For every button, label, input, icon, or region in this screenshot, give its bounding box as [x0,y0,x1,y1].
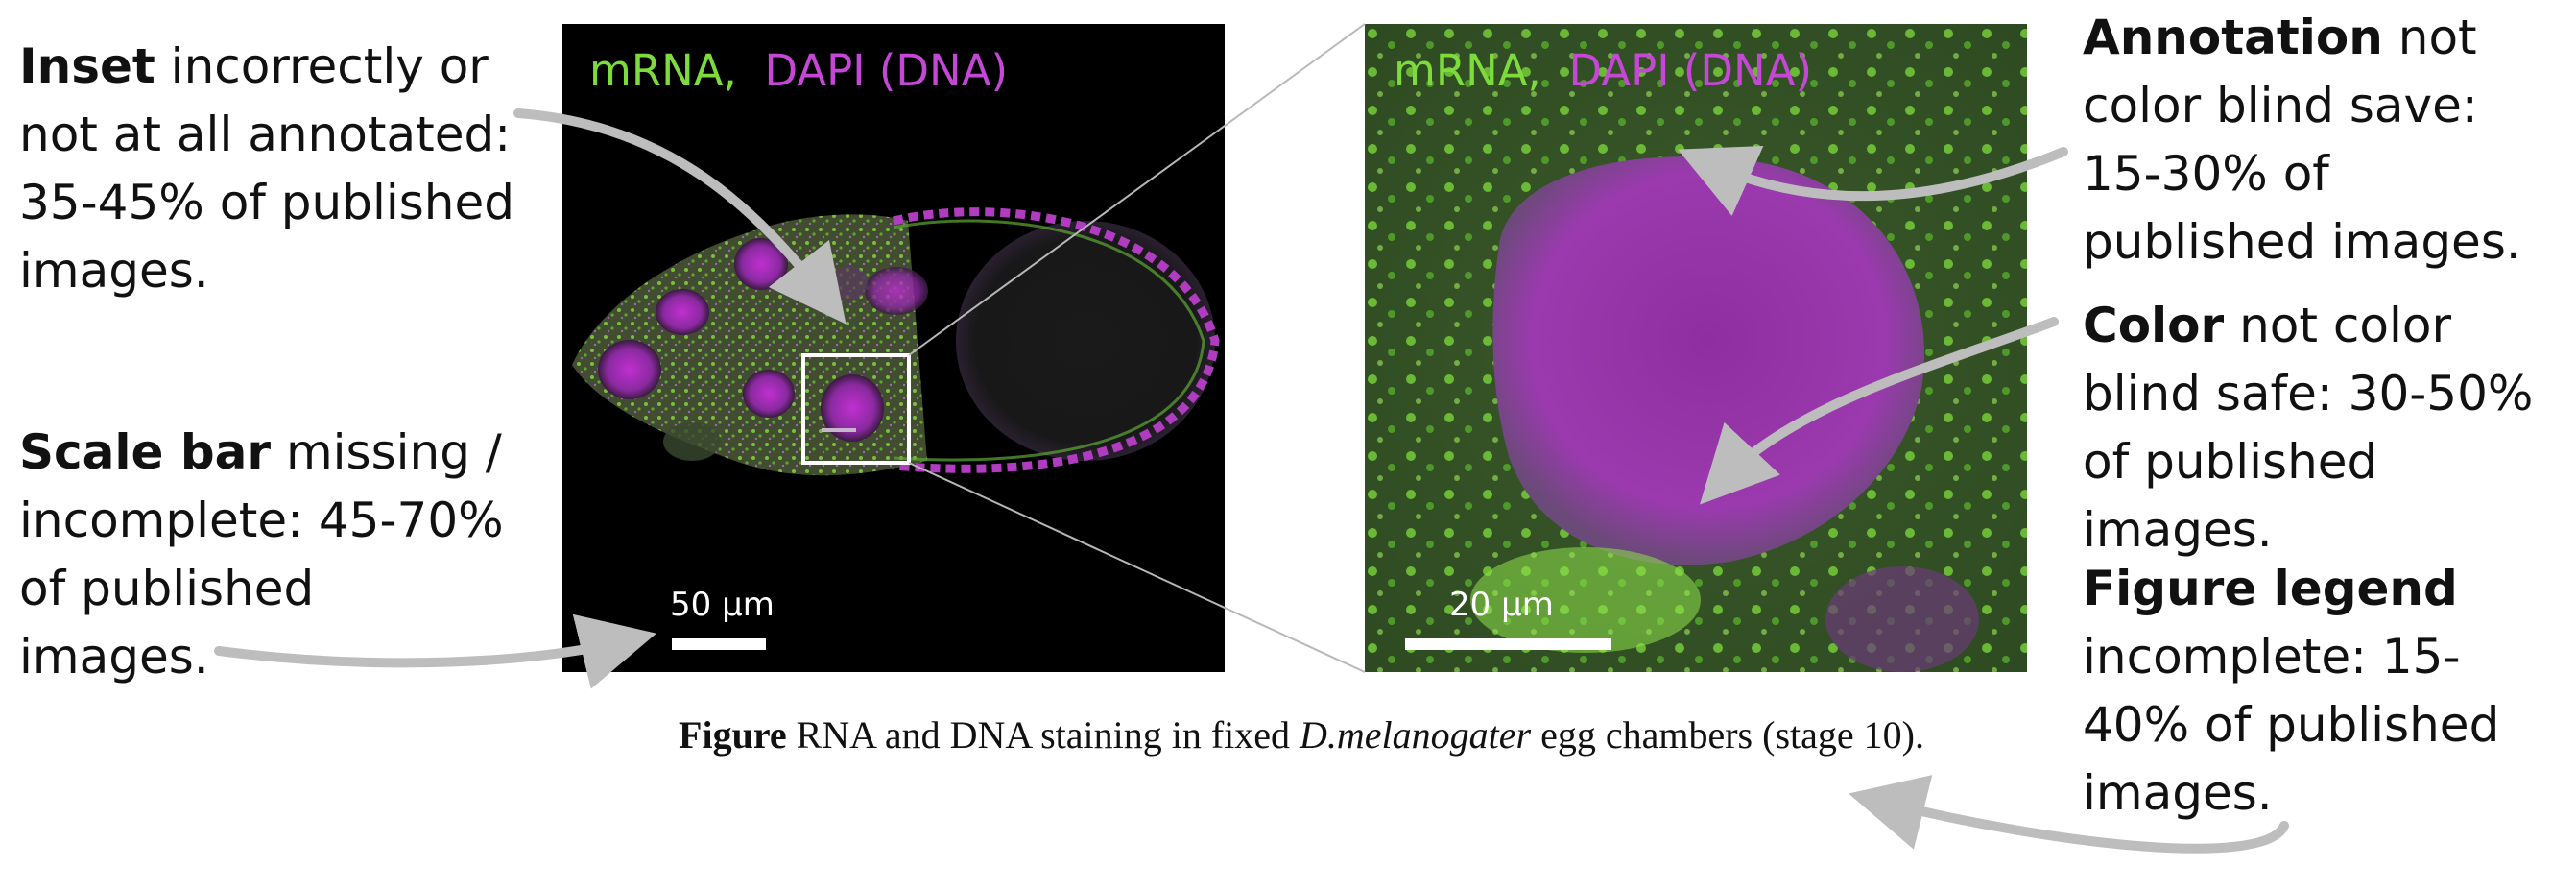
note-inset-text: incorrectly or not at all annotated: 35-… [19,38,514,299]
inset-zoom-micrograph [1365,24,2027,672]
zoom-scale-bar [1405,638,1611,650]
note-scale-bar: Scale bar missing / incomplete: 45-70% o… [19,419,518,691]
nucleus [734,238,788,290]
note-color-title: Color [2083,298,2225,353]
main-panel-label: mRNA, DAPI (DNA) [589,45,1008,96]
nucleus [743,370,795,418]
egg-chamber-image: mRNA, DAPI (DNA) 50 µm [562,24,1225,672]
zoom-panel-label: mRNA, DAPI (DNA) [1394,45,1812,96]
nucleus [865,267,928,315]
main-scale-label: 50 µm [670,586,775,624]
note-annotation-text: not color blind save: 15-30% of publishe… [2083,10,2521,270]
main-label-dapi: DAPI (DNA) [764,45,1009,96]
oocyte [956,221,1215,461]
note-figure-legend: Figure legend incomplete: 15-40% of publ… [2083,555,2563,828]
note-annotation-title: Annotation [2083,10,2383,65]
main-scale-bar [672,638,766,650]
note-figure-legend-title: Figure legend [2083,561,2458,616]
note-inset: Inset incorrectly or not at all annotate… [19,33,518,305]
note-inset-title: Inset [19,38,155,94]
note-annotation: Annotation not color blind save: 15-30% … [2083,4,2563,277]
inset-scale-bar [822,428,856,432]
caption-text-2: egg chambers (stage 10). [1531,713,1924,757]
zoom-label-mrna: mRNA, [1394,45,1541,96]
caption-italic: D.melanogater [1300,713,1532,757]
main-label-mrna: mRNA, [589,45,737,96]
note-color-text: not color blind safe: 30-50% of publishe… [2083,298,2534,558]
note-figure-legend-text: incomplete: 15-40% of published images. [2083,629,2500,821]
caption-bold: Figure [679,713,787,757]
nucleus [656,289,709,335]
inset-zoom-image: mRNA, DAPI (DNA) 20 µm [1365,24,2027,672]
inset-box [801,353,911,465]
note-scale-bar-text: missing / incomplete: 45-70% of publishe… [19,424,504,685]
caption-text-1: RNA and DNA staining in fixed [786,713,1300,757]
egg-chamber-micrograph [572,207,1220,476]
figure-caption: Figure RNA and DNA staining in fixed D.m… [572,712,2031,758]
zoom-label-dapi: DAPI (DNA) [1568,45,1813,96]
note-scale-bar-title: Scale bar [19,424,272,480]
note-color: Color not color blind safe: 30-50% of pu… [2083,292,2563,565]
nucleus [821,374,884,442]
zoom-scale-label: 20 µm [1449,586,1554,624]
nucleus [598,340,661,399]
